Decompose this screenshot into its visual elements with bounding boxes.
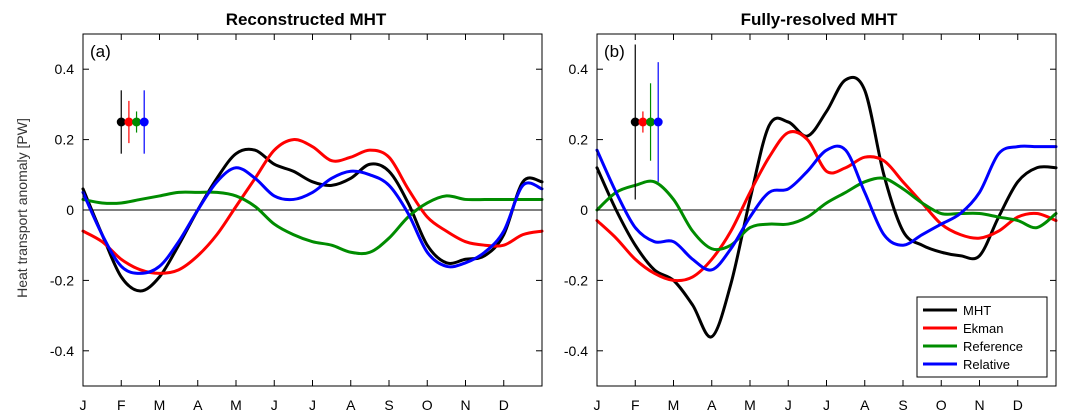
x-tick-label: M (668, 397, 680, 413)
y-tick-label: 0 (66, 202, 74, 218)
y-tick-label: 0.2 (55, 132, 75, 148)
x-tick-label: J (785, 397, 792, 413)
x-tick-label: F (117, 397, 126, 413)
error-bar-point-ekman (124, 117, 134, 127)
panel-a-title: Reconstructed MHT (226, 10, 387, 29)
series-line-reference (595, 176, 1058, 252)
x-tick-label: M (230, 397, 242, 413)
y-axis-label: Heat transport anomaly [PW] (14, 118, 30, 298)
series-line-relative (595, 144, 1058, 272)
legend-label-mht: MHT (963, 303, 991, 318)
x-tick-label: S (898, 397, 907, 413)
x-tick-label: O (422, 397, 433, 413)
legend-label-reference: Reference (963, 339, 1023, 354)
y-tick-label: 0.4 (55, 61, 75, 77)
y-tick-label: 0 (580, 202, 588, 218)
x-tick-label: O (936, 397, 947, 413)
x-tick-label: M (744, 397, 756, 413)
x-tick-label: J (823, 397, 830, 413)
y-tick-label: -0.4 (50, 343, 74, 359)
error-bar-point-mht (630, 117, 640, 127)
series-line-relative (81, 166, 544, 275)
x-tick-label: D (499, 397, 509, 413)
x-tick-label: N (974, 397, 984, 413)
x-tick-label: D (1013, 397, 1023, 413)
y-tick-label: -0.2 (50, 272, 74, 288)
x-tick-label: A (860, 397, 870, 413)
x-tick-label: J (80, 397, 87, 413)
x-tick-label: A (707, 397, 717, 413)
y-tick-label: 0.2 (569, 132, 589, 148)
error-bar-point-relative (139, 117, 149, 127)
x-tick-label: A (346, 397, 356, 413)
error-bar-point-mht (116, 117, 126, 127)
series-line-ekman (595, 130, 1058, 283)
panel-b-label: (b) (604, 42, 625, 61)
x-tick-label: M (154, 397, 166, 413)
y-tick-label: -0.2 (564, 272, 588, 288)
legend-label-ekman: Ekman (963, 321, 1003, 336)
x-tick-label: J (594, 397, 601, 413)
series-line-mht (81, 147, 544, 293)
y-tick-label: 0.4 (569, 61, 589, 77)
panel-a-label: (a) (90, 42, 111, 61)
error-bar-point-relative (653, 117, 663, 127)
y-tick-label: -0.4 (564, 343, 588, 359)
x-tick-label: F (631, 397, 640, 413)
error-bar-point-reference (132, 117, 142, 127)
error-bar-point-reference (646, 117, 656, 127)
legend-label-relative: Relative (963, 357, 1010, 372)
x-tick-label: J (271, 397, 278, 413)
x-tick-label: A (193, 397, 203, 413)
series-line-ekman (81, 138, 544, 275)
x-tick-label: N (460, 397, 470, 413)
panel-b-title: Fully-resolved MHT (741, 10, 898, 29)
panel-b: Fully-resolved MHT (b) -0.4 -0.2 0 0.2 0.4 J F… (564, 10, 1058, 413)
x-tick-label: J (309, 397, 316, 413)
x-tick-label: S (384, 397, 393, 413)
series-line-reference (81, 190, 544, 256)
panel-a: Reconstructed MHT (a) -0.4 -0.2 0 0.2 0.4 J F M… (50, 10, 544, 413)
error-bar-point-ekman (638, 117, 648, 127)
